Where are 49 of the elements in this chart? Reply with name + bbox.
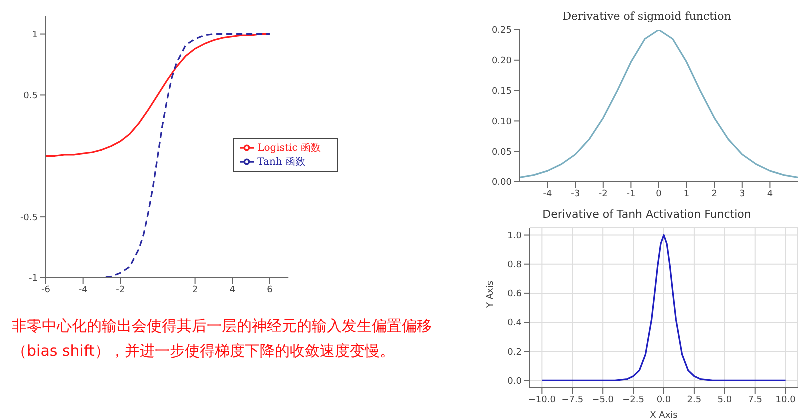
chart-title: Derivative of Tanh Activation Function: [542, 208, 752, 222]
x-tick-label: 6: [267, 285, 274, 296]
chart-title: Derivative of sigmoid function: [562, 10, 732, 24]
x-tick-label: 2: [712, 189, 718, 200]
x-tick-label: 5.0: [718, 395, 732, 406]
y-tick-label: 0.20: [492, 56, 512, 67]
y-tick-label: 0.6: [508, 290, 522, 300]
x-tick-label: -6: [42, 285, 51, 296]
y-tick-label: -1: [29, 274, 38, 284]
x-tick-label: -3: [571, 189, 580, 200]
x-tick-label: 2: [192, 285, 198, 296]
x-tick-label: 1: [684, 189, 690, 200]
x-tick-label: −5.0: [592, 395, 614, 406]
y-tick-label: 0.0: [508, 376, 522, 387]
x-tick-label: −2.5: [622, 395, 644, 406]
line-series: [541, 234, 787, 382]
y-tick-label: 0.00: [492, 178, 512, 188]
x-tick-label: 4: [230, 285, 236, 296]
x-tick-label: -4: [543, 189, 553, 200]
x-tick-label: 2.5: [687, 395, 702, 406]
x-tick-label: 0.0: [656, 395, 672, 406]
y-tick-label: 0.8: [508, 260, 522, 271]
x-tick-label: -2: [598, 189, 608, 200]
x-tick-label: 10.0: [776, 395, 796, 406]
y-tick-label: 0.15: [492, 86, 512, 97]
x-tick-label: 4: [767, 189, 774, 200]
x-tick-label: 3: [740, 189, 746, 200]
y-tick-label: 0.2: [508, 348, 522, 358]
y-tick-label: 0.05: [492, 148, 512, 158]
x-tick-label: -1: [626, 189, 636, 200]
legend-label: Tanh 函数: [258, 157, 306, 168]
x-tick-label: −10.0: [528, 395, 556, 406]
y-tick-label: 0.10: [492, 117, 512, 128]
x-tick-label: -2: [116, 285, 126, 296]
line-series: [520, 30, 798, 179]
x-axis-title: X Axis: [650, 411, 678, 418]
y-tick-label: 0.25: [492, 26, 512, 36]
x-tick-label: 7.5: [748, 395, 763, 406]
x-tick-label: 0: [656, 189, 662, 200]
y-tick-label: -0.5: [20, 213, 38, 224]
x-tick-label: -4: [78, 285, 88, 296]
y-tick-label: 1: [32, 30, 38, 40]
x-tick-label: −7.5: [562, 395, 584, 406]
y-tick-label: 1.0: [508, 231, 522, 242]
y-tick-label: 0.4: [508, 318, 522, 329]
y-axis-title: Y Axis: [486, 280, 496, 309]
text: 非零中心化的输出会使得其后一层的神经元的输入发生偏置偏移（bias shift），并进一步使得梯度下降的收敛速度变慢。: [12, 316, 433, 362]
y-tick-label: 0.5: [24, 91, 38, 102]
legend-label: Logistic 函数: [258, 142, 321, 154]
